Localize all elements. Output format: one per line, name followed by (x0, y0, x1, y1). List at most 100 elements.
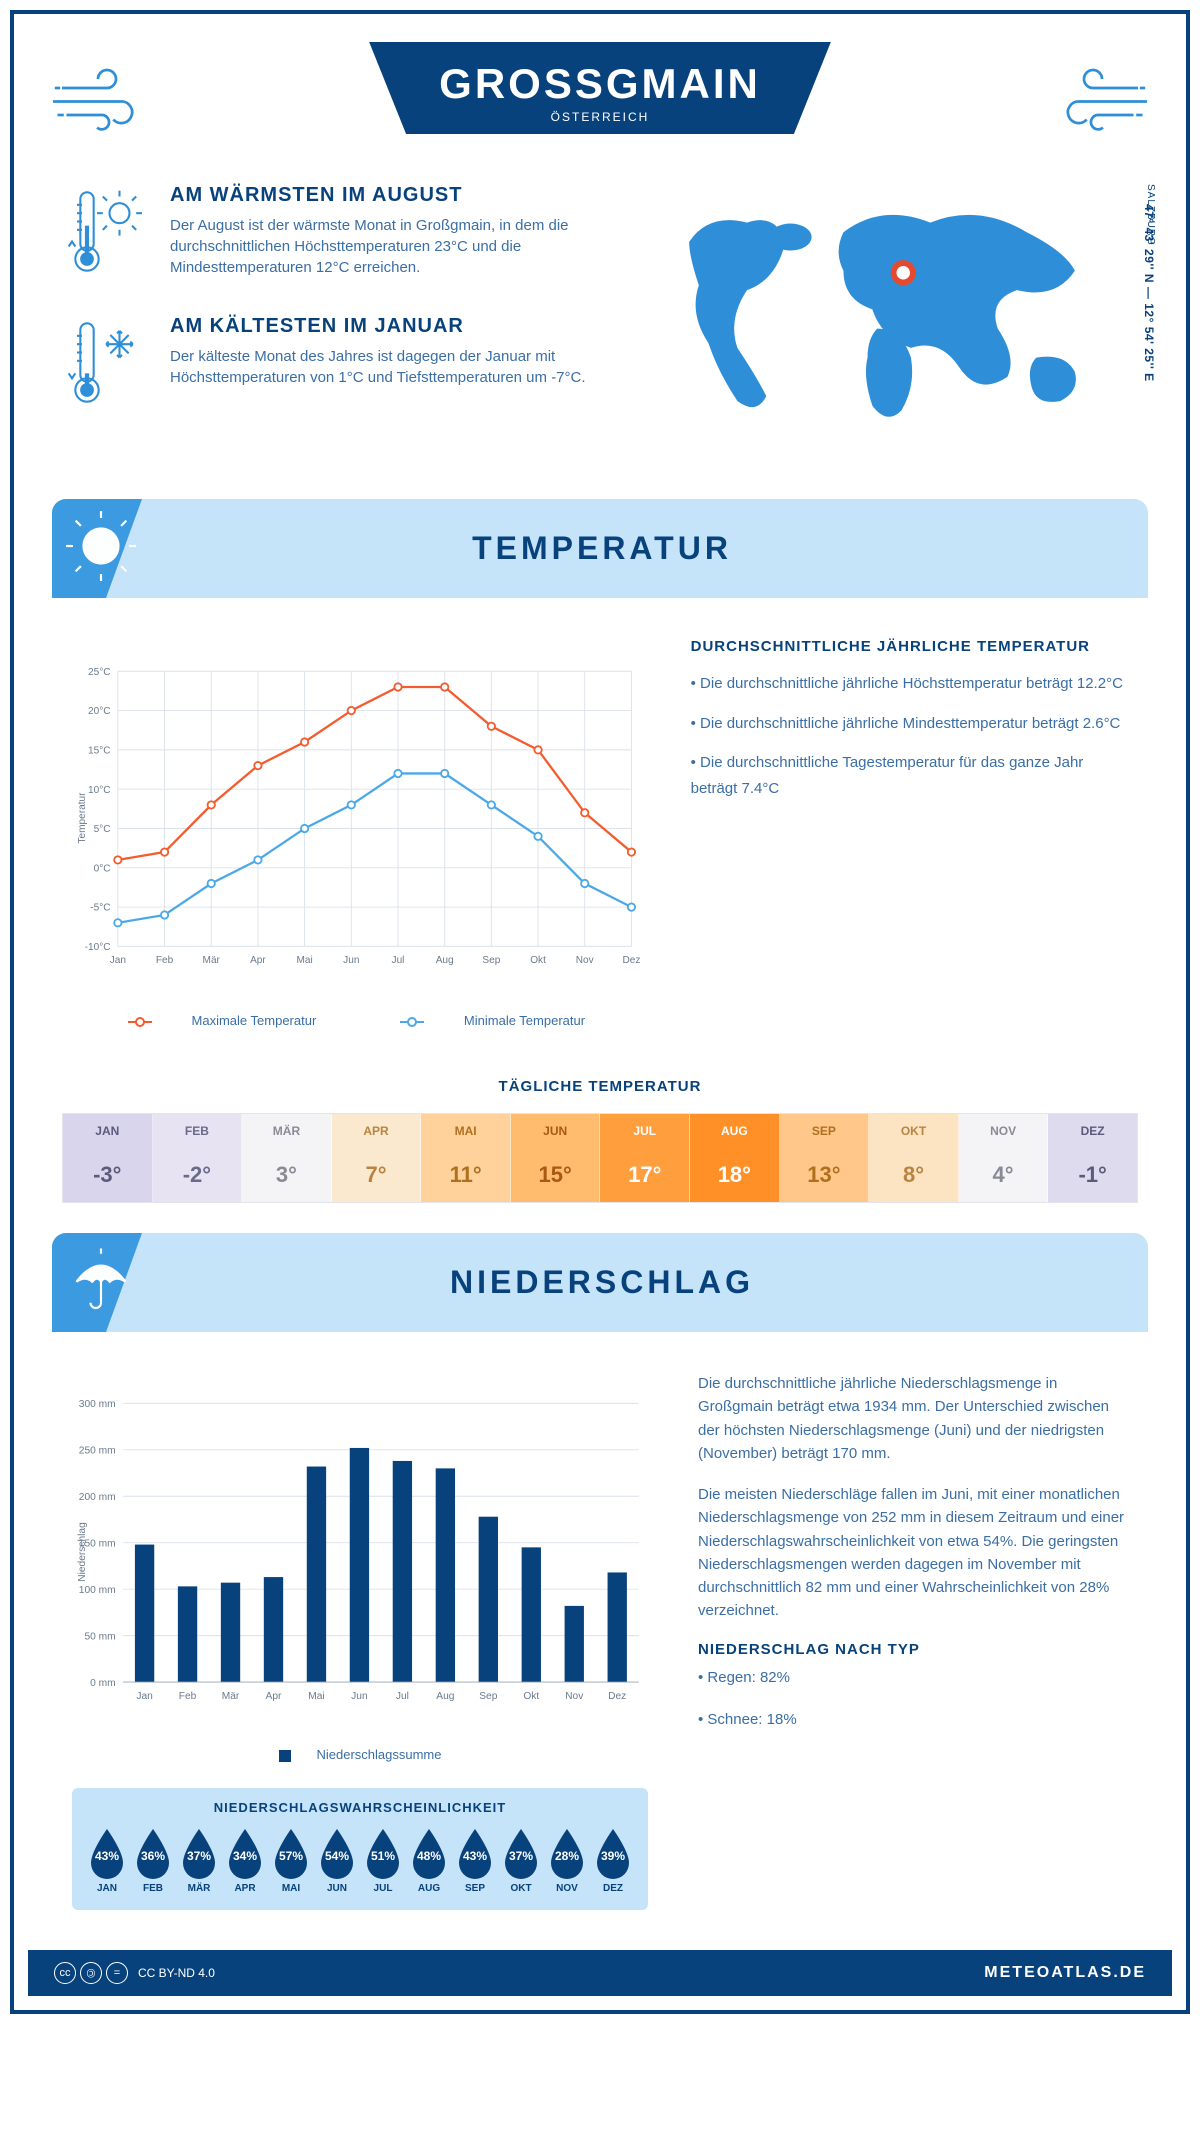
daily-value: 17° (600, 1148, 689, 1202)
cc-icon: cc (54, 1962, 76, 1984)
svg-text:5°C: 5°C (94, 824, 111, 835)
location-country: ÖSTERREICH (439, 110, 761, 124)
footer: cc 🄯 = CC BY-ND 4.0 METEOATLAS.DE (28, 1950, 1172, 1996)
precip-title: NIEDERSCHLAG (166, 1264, 1128, 1301)
daily-cell: AUG18° (690, 1114, 780, 1202)
svg-text:50 mm: 50 mm (84, 1631, 115, 1642)
temp-bullet: • Die durchschnittliche jährliche Höchst… (691, 671, 1128, 697)
sun-icon (66, 511, 136, 586)
svg-text:Jun: Jun (343, 955, 359, 966)
temperature-body: -10°C-5°C0°C5°C10°C15°C20°C25°CJanFebMär… (32, 598, 1168, 1048)
daily-month: SEP (780, 1114, 869, 1148)
warmest-fact: AM WÄRMSTEN IM AUGUST Der August ist der… (62, 184, 605, 289)
daily-month: JAN (63, 1114, 152, 1148)
probability-title: NIEDERSCHLAGSWAHRSCHEINLICHKEIT (86, 1800, 634, 1815)
svg-text:Aug: Aug (436, 1691, 454, 1702)
svg-text:Mai: Mai (296, 955, 312, 966)
precip-probability-box: NIEDERSCHLAGSWAHRSCHEINLICHKEIT 43%JAN36… (72, 1788, 648, 1910)
svg-text:Feb: Feb (156, 955, 174, 966)
daily-month: DEZ (1048, 1114, 1137, 1148)
svg-text:-10°C: -10°C (85, 942, 111, 953)
svg-text:15°C: 15°C (88, 746, 111, 757)
probability-drop: 28%NOV (546, 1827, 588, 1894)
probability-drop: 51%JUL (362, 1827, 404, 1894)
temperature-section-header: TEMPERATUR (52, 499, 1148, 598)
cc-icons: cc 🄯 = (54, 1962, 128, 1984)
probability-drop: 34%APR (224, 1827, 266, 1894)
probability-drop: 39%DEZ (592, 1827, 634, 1894)
umbrella-icon (66, 1245, 136, 1320)
probability-drop: 54%JUN (316, 1827, 358, 1894)
daily-cell: JUN15° (511, 1114, 601, 1202)
daily-value: -1° (1048, 1148, 1137, 1202)
daily-value: 13° (780, 1148, 869, 1202)
temp-bullet: • Die durchschnittliche Tagestemperatur … (691, 750, 1128, 801)
svg-text:200 mm: 200 mm (79, 1492, 116, 1503)
intro-section: AM WÄRMSTEN IM AUGUST Der August ist der… (32, 164, 1168, 489)
svg-text:0 mm: 0 mm (90, 1678, 116, 1689)
precip-body: 0 mm50 mm100 mm150 mm200 mm250 mm300 mmN… (32, 1332, 1168, 1930)
svg-text:Sep: Sep (482, 955, 500, 966)
world-map-icon (645, 184, 1138, 459)
svg-text:Mai: Mai (308, 1691, 324, 1702)
wind-icon-left (52, 52, 162, 147)
thermometer-snow-icon (62, 315, 152, 420)
svg-text:Feb: Feb (179, 1691, 197, 1702)
daily-cell: DEZ-1° (1048, 1114, 1137, 1202)
daily-month: AUG (690, 1114, 779, 1148)
svg-text:20°C: 20°C (88, 706, 111, 717)
daily-cell: OKT8° (869, 1114, 959, 1202)
daily-value: 18° (690, 1148, 779, 1202)
temp-info-heading: DURCHSCHNITTLICHE JÄHRLICHE TEMPERATUR (691, 638, 1128, 655)
header: GROSSGMAIN ÖSTERREICH (32, 32, 1168, 164)
svg-text:Dez: Dez (622, 955, 640, 966)
daily-value: 15° (511, 1148, 600, 1202)
coordinates: 47° 43' 29'' N — 12° 54' 25'' E (1142, 204, 1156, 382)
daily-month: JUL (600, 1114, 689, 1148)
thermometer-sun-icon (62, 184, 152, 289)
daily-cell: MÄR3° (242, 1114, 332, 1202)
svg-text:Aug: Aug (436, 955, 454, 966)
daily-value: 7° (332, 1148, 421, 1202)
daily-cell: SEP13° (780, 1114, 870, 1202)
svg-text:Okt: Okt (530, 955, 546, 966)
warmest-text: Der August ist der wärmste Monat in Groß… (170, 215, 605, 278)
probability-drop: 43%JAN (86, 1827, 128, 1894)
svg-text:Temperatur: Temperatur (77, 792, 88, 844)
temperature-title: TEMPERATUR (166, 530, 1128, 567)
svg-text:Nov: Nov (565, 1691, 584, 1702)
by-icon: 🄯 (80, 1962, 102, 1984)
coldest-title: AM KÄLTESTEN IM JANUAR (170, 315, 605, 338)
temperature-legend: Maximale Temperatur Minimale Temperatur (72, 1003, 641, 1038)
daily-cell: APR7° (332, 1114, 422, 1202)
daily-temp-grid: JAN-3°FEB-2°MÄR3°APR7°MAI11°JUN15°JUL17°… (62, 1113, 1138, 1203)
precip-legend: Niederschlagssumme (72, 1737, 648, 1772)
daily-value: 11° (421, 1148, 510, 1202)
svg-text:10°C: 10°C (88, 785, 111, 796)
svg-text:Jul: Jul (396, 1691, 409, 1702)
svg-text:Jul: Jul (392, 955, 405, 966)
site-name: METEOATLAS.DE (984, 1964, 1146, 1982)
svg-text:Jun: Jun (351, 1691, 368, 1702)
daily-month: FEB (153, 1114, 242, 1148)
license-text: CC BY-ND 4.0 (138, 1966, 215, 1980)
svg-text:100 mm: 100 mm (79, 1585, 116, 1596)
probability-drop: 48%AUG (408, 1827, 450, 1894)
svg-text:Dez: Dez (608, 1691, 626, 1702)
daily-value: 3° (242, 1148, 331, 1202)
temperature-line-chart: -10°C-5°C0°C5°C10°C15°C20°C25°CJanFebMär… (72, 638, 641, 998)
coldest-fact: AM KÄLTESTEN IM JANUAR Der kälteste Mona… (62, 315, 605, 420)
daily-month: MAI (421, 1114, 510, 1148)
daily-cell: NOV4° (959, 1114, 1049, 1202)
daily-cell: FEB-2° (153, 1114, 243, 1202)
infographic-page: GROSSGMAIN ÖSTERREICH (0, 0, 1200, 2024)
svg-text:Nov: Nov (576, 955, 594, 966)
precip-bar-chart: 0 mm50 mm100 mm150 mm200 mm250 mm300 mmN… (72, 1372, 648, 1732)
daily-value: 4° (959, 1148, 1048, 1202)
daily-value: -2° (153, 1148, 242, 1202)
svg-text:25°C: 25°C (88, 667, 111, 678)
title-banner: GROSSGMAIN ÖSTERREICH (369, 42, 831, 134)
svg-text:-5°C: -5°C (90, 903, 110, 914)
warmest-title: AM WÄRMSTEN IM AUGUST (170, 184, 605, 207)
probability-drop: 37%MÄR (178, 1827, 220, 1894)
